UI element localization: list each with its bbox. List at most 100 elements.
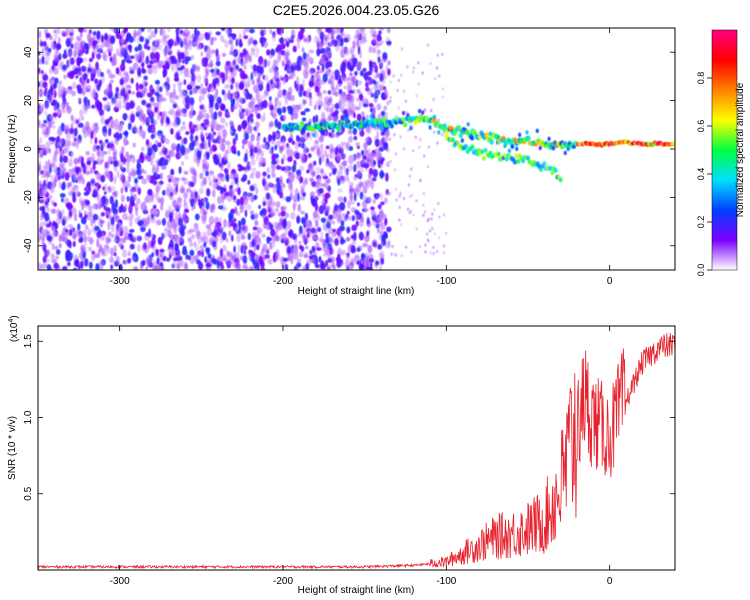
noise-cell [62, 218, 66, 227]
ridge-main-cell [371, 123, 377, 129]
noise-cell [402, 196, 406, 201]
noise-cell [228, 33, 234, 37]
noise-cell [251, 241, 255, 248]
noise-cell [379, 58, 384, 68]
noise-cell [203, 126, 208, 131]
y-tick-label: 20 [23, 95, 34, 107]
noise-cell [216, 178, 219, 188]
noise-cell [195, 36, 201, 43]
noise-cell [272, 34, 276, 42]
noise-cell [158, 44, 163, 51]
noise-cell [83, 28, 87, 33]
noise-cell [222, 39, 227, 43]
noise-cell [408, 211, 411, 215]
noise-cell [282, 106, 287, 114]
noise-cell [255, 121, 260, 128]
noise-cell [351, 103, 357, 111]
noise-cell [341, 161, 346, 166]
noise-cell [50, 137, 57, 142]
noise-cell [59, 170, 64, 176]
noise-cell [211, 258, 215, 263]
x-tick-label: -300 [110, 276, 130, 287]
noise-cell [138, 50, 145, 60]
noise-cell [154, 39, 161, 46]
noise-cell [162, 135, 167, 142]
noise-cell [115, 255, 120, 265]
noise-cell [304, 177, 308, 183]
noise-cell [209, 86, 215, 93]
noise-cell [233, 195, 237, 200]
noise-cell [349, 81, 353, 90]
noise-cell [185, 131, 190, 135]
noise-cell [45, 249, 51, 257]
noise-cell [122, 71, 129, 77]
noise-cell [97, 172, 101, 182]
noise-cell [367, 253, 374, 260]
noise-cell [254, 253, 259, 263]
noise-cell [137, 244, 141, 253]
noise-cell [59, 193, 66, 198]
noise-cell [337, 178, 341, 186]
noise-cell [286, 41, 290, 48]
noise-cell [111, 191, 117, 197]
noise-cell [343, 37, 349, 43]
noise-cell [255, 244, 260, 251]
noise-cell [39, 89, 45, 97]
noise-cell [230, 234, 234, 242]
noise-cell [271, 201, 277, 207]
noise-cell [62, 53, 68, 59]
noise-cell [143, 242, 147, 250]
noise-cell [91, 104, 96, 109]
noise-cell [304, 108, 311, 113]
noise-cell [276, 121, 282, 130]
noise-cell [335, 133, 340, 138]
noise-cell [219, 163, 224, 172]
noise-cell [58, 181, 63, 189]
noise-cell [68, 51, 72, 58]
noise-cell [315, 114, 319, 123]
noise-cell [238, 104, 243, 110]
noise-cell [282, 89, 287, 96]
noise-cell [239, 42, 243, 47]
noise-cell [347, 100, 353, 109]
noise-cell [100, 265, 104, 270]
noise-cell [42, 221, 48, 226]
noise-cell [387, 60, 391, 66]
noise-cell [109, 79, 114, 84]
noise-cell [133, 235, 137, 242]
noise-cell [87, 228, 92, 236]
noise-cell [297, 30, 304, 40]
noise-cell [131, 256, 137, 262]
noise-cell [346, 226, 351, 234]
noise-cell [170, 127, 174, 135]
noise-cell [185, 188, 192, 193]
noise-cell [195, 42, 202, 51]
noise-cell [266, 167, 271, 174]
noise-cell [183, 37, 187, 45]
noise-cell [315, 166, 321, 175]
colorbar-ticks: 0.00.20.40.60.8 [696, 72, 712, 276]
noise-cell [221, 231, 227, 241]
noise-cell [208, 215, 215, 225]
noise-cell [348, 187, 352, 195]
noise-cell [119, 173, 126, 180]
noise-cell [222, 130, 226, 140]
noise-cell [250, 196, 255, 203]
noise-cell [362, 195, 368, 200]
noise-cell [172, 182, 179, 188]
snr-multiplier-prefix: (x10 [9, 322, 20, 342]
noise-cell [113, 252, 117, 257]
noise-cell [145, 103, 152, 108]
noise-cell [376, 228, 381, 234]
noise-cell [296, 265, 300, 270]
noise-cell [238, 109, 242, 117]
noise-cell [359, 50, 363, 59]
noise-cell [167, 229, 172, 238]
noise-cell [112, 238, 118, 243]
noise-cell [326, 106, 331, 113]
noise-cell [369, 262, 373, 267]
noise-cell [309, 177, 314, 182]
noise-cell [272, 238, 276, 245]
noise-cell [358, 167, 364, 174]
noise-cell [275, 254, 279, 262]
